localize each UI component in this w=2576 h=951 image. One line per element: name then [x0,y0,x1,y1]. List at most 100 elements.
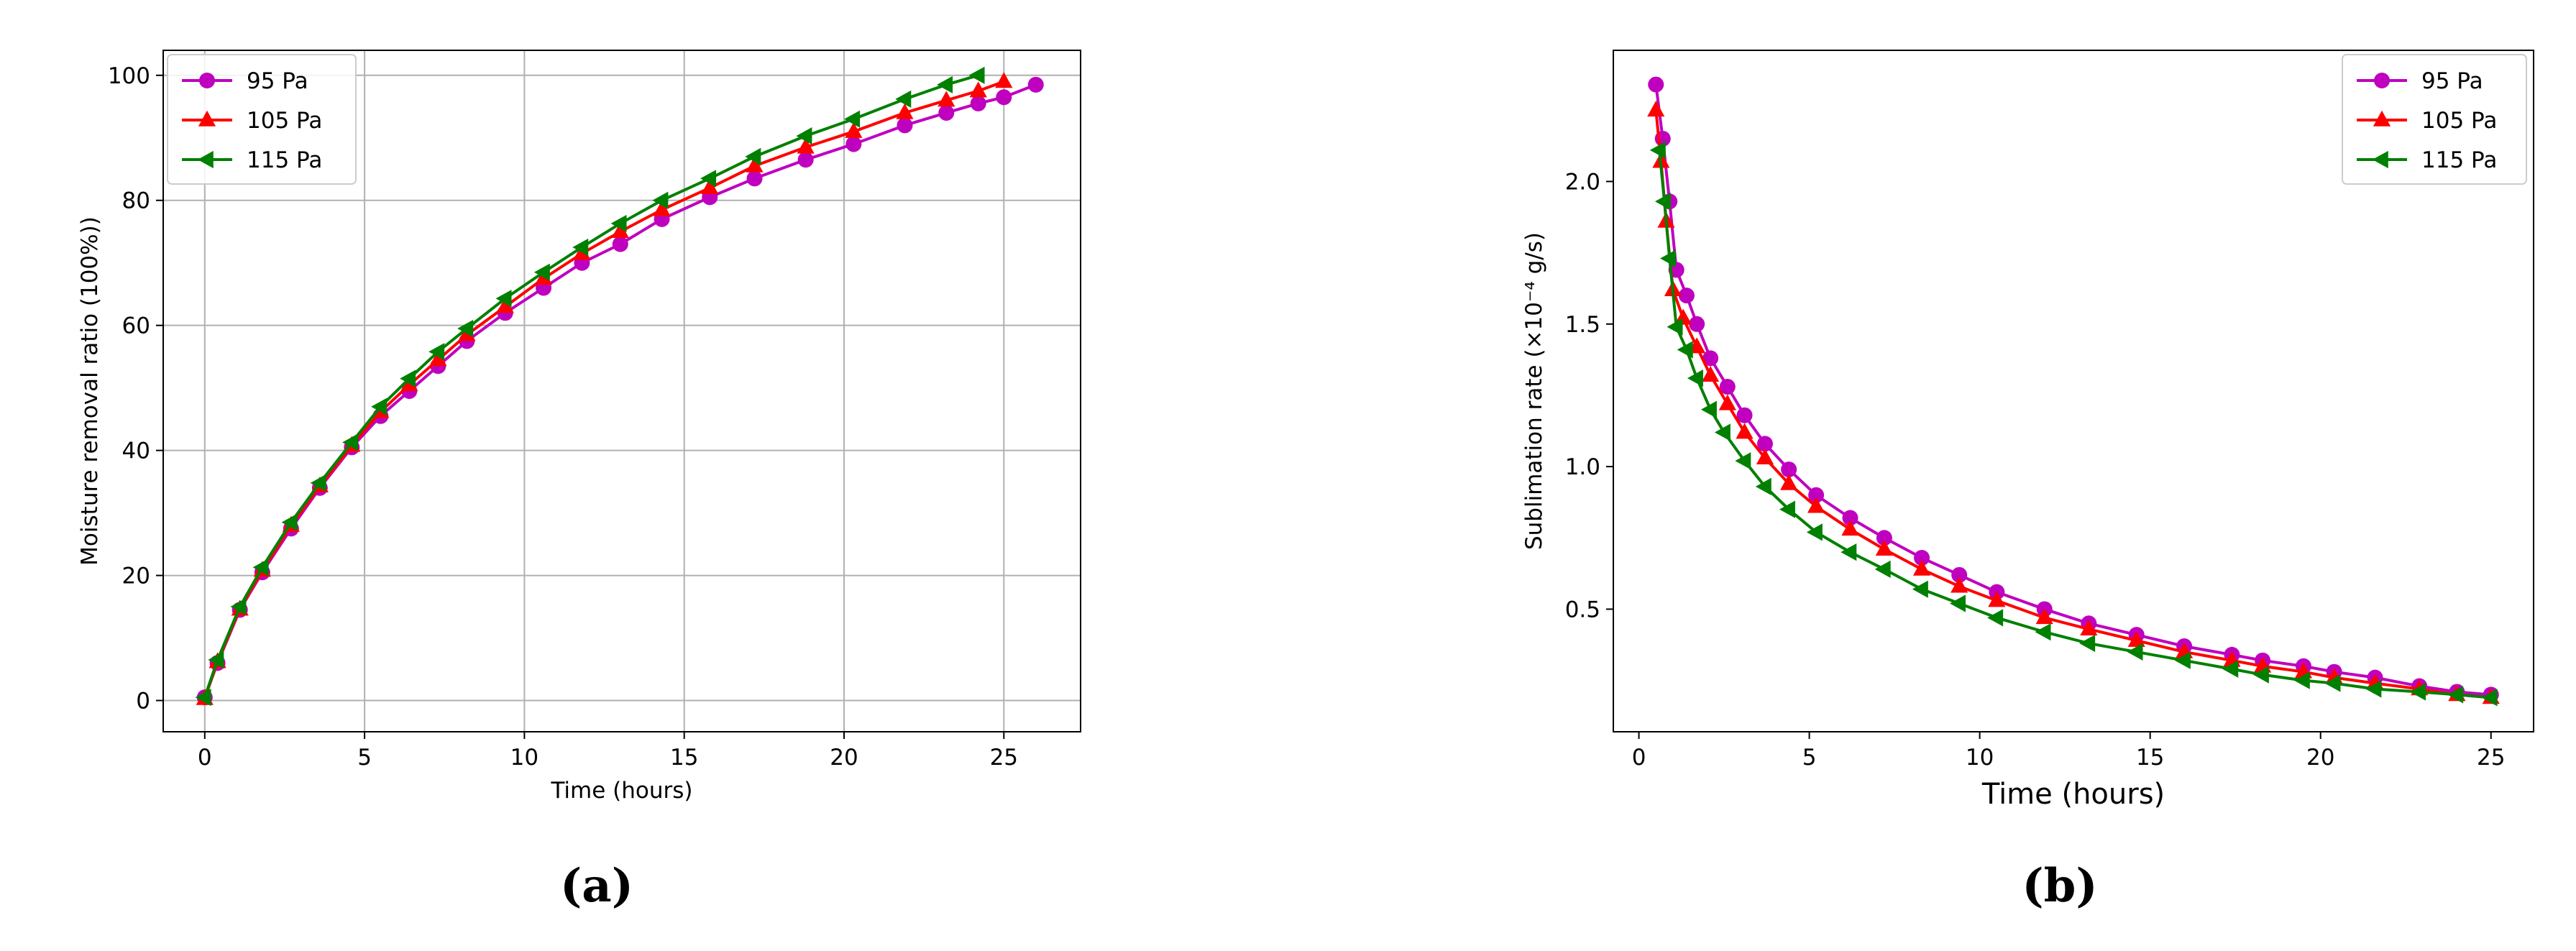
data-point [2447,686,2464,704]
legend-label: 105 Pa [247,108,322,134]
y-axis-label: Sublimation rate (×10⁻⁴ g/s) [1521,232,1547,550]
data-point [495,290,512,308]
data-point [533,263,550,281]
data-point [1841,543,1857,561]
data-point [1987,609,2004,627]
legend-marker [2373,110,2391,127]
data-point [195,689,211,707]
data-point [2080,620,2098,636]
data-point [1912,559,1931,576]
panel-b-chart: 0 5 10 15 20 25 0.5 1.0 1.5 2.0 Time (hours) Sublim… [1521,50,2534,811]
data-point [371,398,388,415]
data-point [700,170,717,188]
x-axis-label: Time (hours) [1981,778,2165,811]
data-point [2127,630,2145,647]
series-115-pa [195,66,985,707]
data-point [1841,520,1859,536]
x-axis-label: Time (hours) [550,778,692,804]
data-point [2035,623,2051,641]
data-point [1714,423,1731,441]
legend-marker [2374,73,2390,88]
legend-marker [199,73,215,88]
data-point [746,156,764,173]
series-line [203,80,1004,699]
data-point [342,433,359,451]
x-tick-label: 25 [2477,745,2505,771]
data-point [797,152,814,168]
data-point [1874,560,1891,579]
data-point [2222,660,2239,678]
legend-marker [197,150,214,169]
x-tick-label: 0 [1632,745,1646,771]
data-point [1647,101,1665,117]
data-point [969,81,987,98]
data-point [1736,407,1753,423]
panel-a-caption: (a) [559,859,634,913]
data-point [457,319,474,338]
data-point [1648,76,1664,93]
y-tick-label: 1.5 [1565,312,1600,338]
data-point [1951,566,1968,583]
data-point [845,121,863,138]
data-point [995,72,1013,88]
data-point [1807,497,1825,513]
data-point [938,104,955,121]
y-axis-label: Moisture removal ratio (100%)) [77,216,103,566]
data-point [797,137,815,154]
y-tick-label: 80 [122,188,150,214]
data-point [2409,683,2426,701]
data-point [1718,394,1736,410]
data-point [208,651,224,669]
data-point [1951,576,1968,593]
axes-frame [162,50,1081,732]
data-point [1875,539,1893,556]
legend-label: 115 Pa [2421,147,2497,173]
data-point [612,236,628,252]
data-point [2035,608,2053,625]
data-point [1988,591,2006,607]
data-point [1806,523,1823,541]
panel-b-caption: (b) [2022,859,2098,913]
data-point [938,91,955,107]
data-point [968,66,985,84]
x-tick-label: 0 [198,745,212,771]
data-point [1027,76,1044,93]
data-point [1678,288,1695,304]
legend-label: 105 Pa [2421,108,2497,134]
legend-label: 95 Pa [2421,68,2483,94]
series-115-pa [1649,141,2498,707]
data-point [896,103,914,119]
data-point [1702,365,1720,382]
data-point [1677,341,1693,359]
data-point [1667,318,1683,336]
legend-marker [2372,150,2388,169]
data-point [572,238,589,257]
x-tick-label: 25 [990,745,1018,771]
data-point [2174,651,2191,669]
data-point [1649,141,1666,159]
axes-frame [1613,50,2534,732]
legend-box [167,54,357,185]
data-point [2365,680,2382,698]
panel-a-chart: 0 5 10 15 20 25 0 20 40 60 80 100 Time (hours) Moistu… [77,50,1081,804]
data-point [310,474,326,492]
data-point [428,343,445,361]
data-point [1660,249,1677,267]
legend-label: 115 Pa [247,147,322,173]
data-point [1755,477,1771,495]
data-point [400,369,416,387]
data-point [1781,461,1797,478]
data-point [970,95,986,111]
data-point [652,191,669,209]
data-point [1808,487,1825,503]
data-point [1736,423,1754,439]
data-point [1735,452,1751,470]
series-105-pa [1647,101,2500,704]
data-point [746,170,763,187]
data-point [1914,550,1930,566]
data-point [1842,510,1858,526]
x-tick-label: 5 [1802,745,1817,771]
x-tick-label: 10 [510,745,538,771]
legend: 95 Pa 105 Pa 115 Pa [2342,54,2527,185]
